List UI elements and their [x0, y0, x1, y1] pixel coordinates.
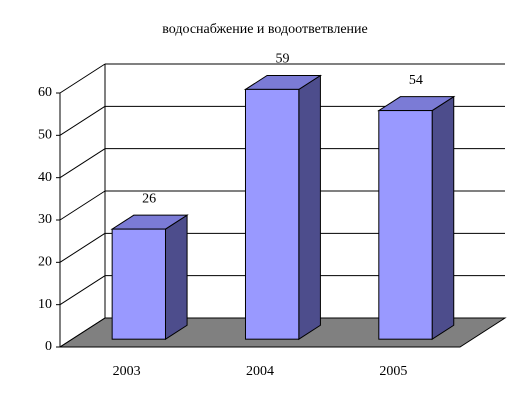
y-tick-label: 40 — [38, 170, 52, 185]
grid-line — [59, 148, 106, 179]
grid-line — [59, 63, 106, 94]
bar-side — [164, 214, 188, 341]
data-label: 26 — [142, 191, 156, 206]
y-tick-label: 0 — [45, 339, 52, 354]
chart-title: водоснабжение и водоответвление — [162, 22, 368, 37]
x-tick-label: 2003 — [113, 364, 141, 379]
bar — [111, 228, 166, 340]
x-tick-label: 2004 — [246, 364, 274, 379]
data-label: 54 — [409, 73, 423, 88]
y-tick-label: 30 — [38, 212, 52, 227]
grid-line — [59, 275, 106, 306]
grid-line — [59, 105, 106, 136]
x-tick-label: 2005 — [379, 364, 407, 379]
grid-line — [59, 317, 106, 348]
y-tick-label: 20 — [38, 255, 52, 270]
bar — [244, 88, 300, 340]
grid-line — [59, 190, 106, 221]
data-label: 59 — [276, 52, 290, 67]
bar — [378, 110, 433, 340]
y-tick-label: 50 — [38, 128, 52, 143]
y-tick-label: 10 — [38, 297, 52, 312]
bar-side — [298, 74, 321, 341]
y-tick-label: 60 — [38, 85, 52, 100]
grid-line — [59, 232, 106, 263]
bar-side — [431, 95, 455, 341]
